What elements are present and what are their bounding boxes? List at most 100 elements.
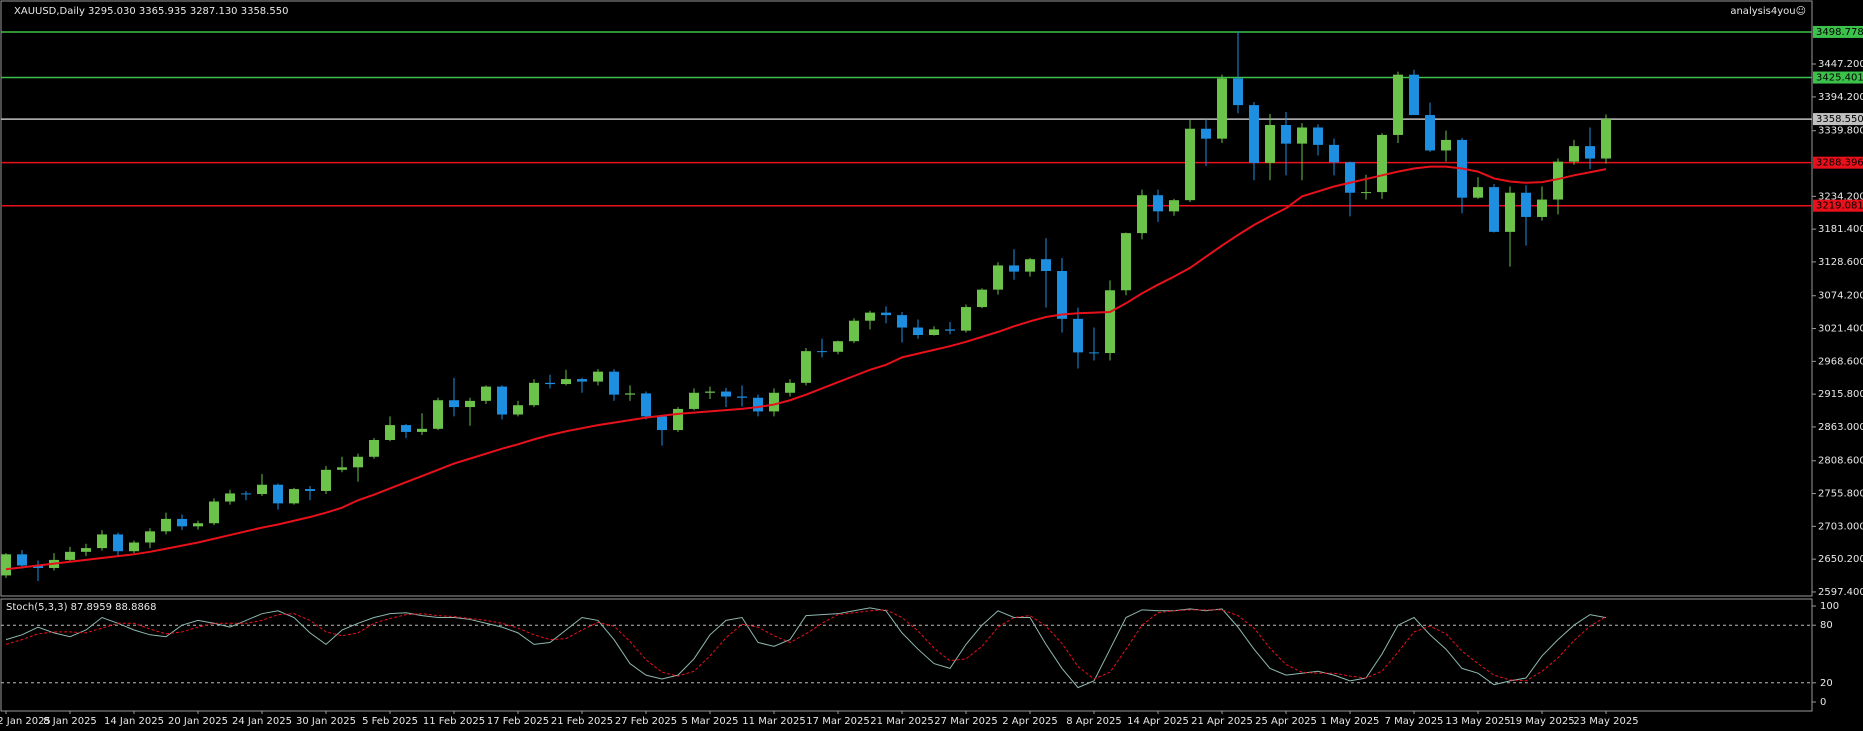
candle-body — [737, 396, 747, 398]
x-tick-label: 8 Jan 2025 — [43, 716, 97, 727]
candle-body — [673, 408, 683, 431]
candle-body — [1073, 318, 1083, 353]
x-tick-label: 1 May 2025 — [1321, 716, 1380, 727]
candle-body — [913, 327, 923, 335]
candle-body — [1, 554, 11, 576]
y-tick-label: 3021.400 — [1818, 324, 1863, 335]
y-tick-label: 3074.200 — [1818, 291, 1863, 302]
candle-body — [113, 534, 123, 552]
candle-body — [1169, 200, 1179, 212]
candle-body — [209, 501, 219, 524]
candle-body — [273, 484, 283, 504]
chart-title: XAUUSD,Daily 3295.030 3365.935 3287.130 … — [14, 6, 288, 17]
candle-body — [1537, 199, 1547, 217]
candle-body — [705, 391, 715, 393]
stoch-k — [5, 607, 1607, 689]
x-tick-label: 14 Jan 2025 — [104, 716, 164, 727]
candle-body — [257, 484, 267, 495]
x-tick-label: 23 May 2025 — [1573, 716, 1638, 727]
candle-body — [433, 400, 443, 429]
candle-body — [1409, 74, 1419, 116]
x-tick-label: 14 Apr 2025 — [1127, 716, 1189, 727]
candle-body — [945, 329, 955, 331]
x-tick-label: 8 Apr 2025 — [1066, 716, 1121, 727]
y-tick-label: 100 — [1820, 601, 1839, 612]
candle-body — [593, 371, 603, 382]
y-tick-label: 2863.000 — [1818, 422, 1863, 433]
candle-body — [417, 428, 427, 432]
candle-body — [1201, 128, 1211, 139]
candle-body — [337, 467, 347, 470]
candle-body — [1377, 134, 1387, 193]
candle-body — [449, 400, 459, 408]
x-tick-label: 30 Jan 2025 — [296, 716, 356, 727]
x-tick-label: 11 Feb 2025 — [423, 716, 485, 727]
y-tick-label: 3339.800 — [1818, 126, 1863, 137]
x-tick-label: 19 May 2025 — [1509, 716, 1574, 727]
y-tick-label: 2597.400 — [1818, 587, 1863, 598]
x-tick-label: 5 Feb 2025 — [362, 716, 418, 727]
y-tick-label: 3394.200 — [1818, 92, 1863, 103]
candle-body — [385, 425, 395, 440]
candle-body — [513, 405, 523, 415]
candle-body — [753, 397, 763, 412]
candle-body — [769, 392, 779, 412]
candle-body — [1297, 127, 1307, 144]
main-frame — [0, 0, 1813, 597]
candle-body — [1425, 115, 1435, 151]
candle-body — [545, 382, 555, 385]
candle-body — [289, 489, 299, 504]
moving-average — [5, 165, 1607, 571]
x-tick-label: 21 Apr 2025 — [1191, 716, 1253, 727]
y-tick-label: 2755.800 — [1818, 489, 1863, 500]
level-label-box — [1813, 199, 1863, 212]
candle-body — [609, 371, 619, 395]
x-tick-label: 5 Mar 2025 — [681, 716, 738, 727]
candle-body — [1313, 127, 1323, 145]
y-tick-label: 2968.600 — [1818, 356, 1863, 367]
candle-body — [65, 551, 75, 560]
x-tick-label: 27 Mar 2025 — [934, 716, 997, 727]
indicator-title: Stoch(5,3,3) 87.8959 88.8868 — [6, 602, 157, 613]
candle-body — [721, 391, 731, 397]
candle-body — [177, 518, 187, 527]
x-tick-label: 25 Apr 2025 — [1255, 716, 1317, 727]
y-tick-label: 3128.600 — [1818, 257, 1863, 268]
candle-body — [1233, 78, 1243, 106]
candle-body — [1249, 105, 1259, 163]
candle-body — [897, 315, 907, 328]
y-tick-label: 3181.400 — [1818, 224, 1863, 235]
candle-body — [81, 548, 91, 552]
x-tick-label: 13 May 2025 — [1445, 716, 1510, 727]
y-tick-label: 80 — [1820, 620, 1833, 631]
y-tick-label: 2915.800 — [1818, 389, 1863, 400]
candle-body — [1185, 128, 1195, 201]
candle-body — [1281, 125, 1291, 144]
watermark: analysis4you☺ — [1730, 6, 1806, 17]
candle-body — [161, 518, 171, 532]
candle-body — [689, 392, 699, 409]
y-tick-label: 3234.200 — [1818, 191, 1863, 202]
y-tick-label: 2808.600 — [1818, 456, 1863, 467]
candle-body — [97, 534, 107, 549]
level-label: 3219.081 — [1816, 201, 1863, 212]
candle-body — [1569, 146, 1579, 162]
candle-body — [1585, 146, 1595, 159]
y-tick-label: 0 — [1820, 697, 1826, 708]
candle-body — [1089, 352, 1099, 354]
candle-body — [1041, 259, 1051, 272]
candle-body — [1137, 195, 1147, 234]
level-label: 3358.550 — [1816, 114, 1863, 125]
candle-body — [849, 320, 859, 342]
candle-body — [961, 307, 971, 331]
x-tick-label: 2 Apr 2025 — [1002, 716, 1057, 727]
candle-body — [1553, 161, 1563, 200]
candle-body — [1025, 259, 1035, 272]
candle-body — [401, 425, 411, 432]
candle-body — [657, 416, 667, 431]
x-tick-label: 17 Feb 2025 — [487, 716, 549, 727]
level-label: 3498.778 — [1816, 27, 1863, 38]
candle-body — [1361, 192, 1371, 194]
candle-body — [529, 382, 539, 406]
